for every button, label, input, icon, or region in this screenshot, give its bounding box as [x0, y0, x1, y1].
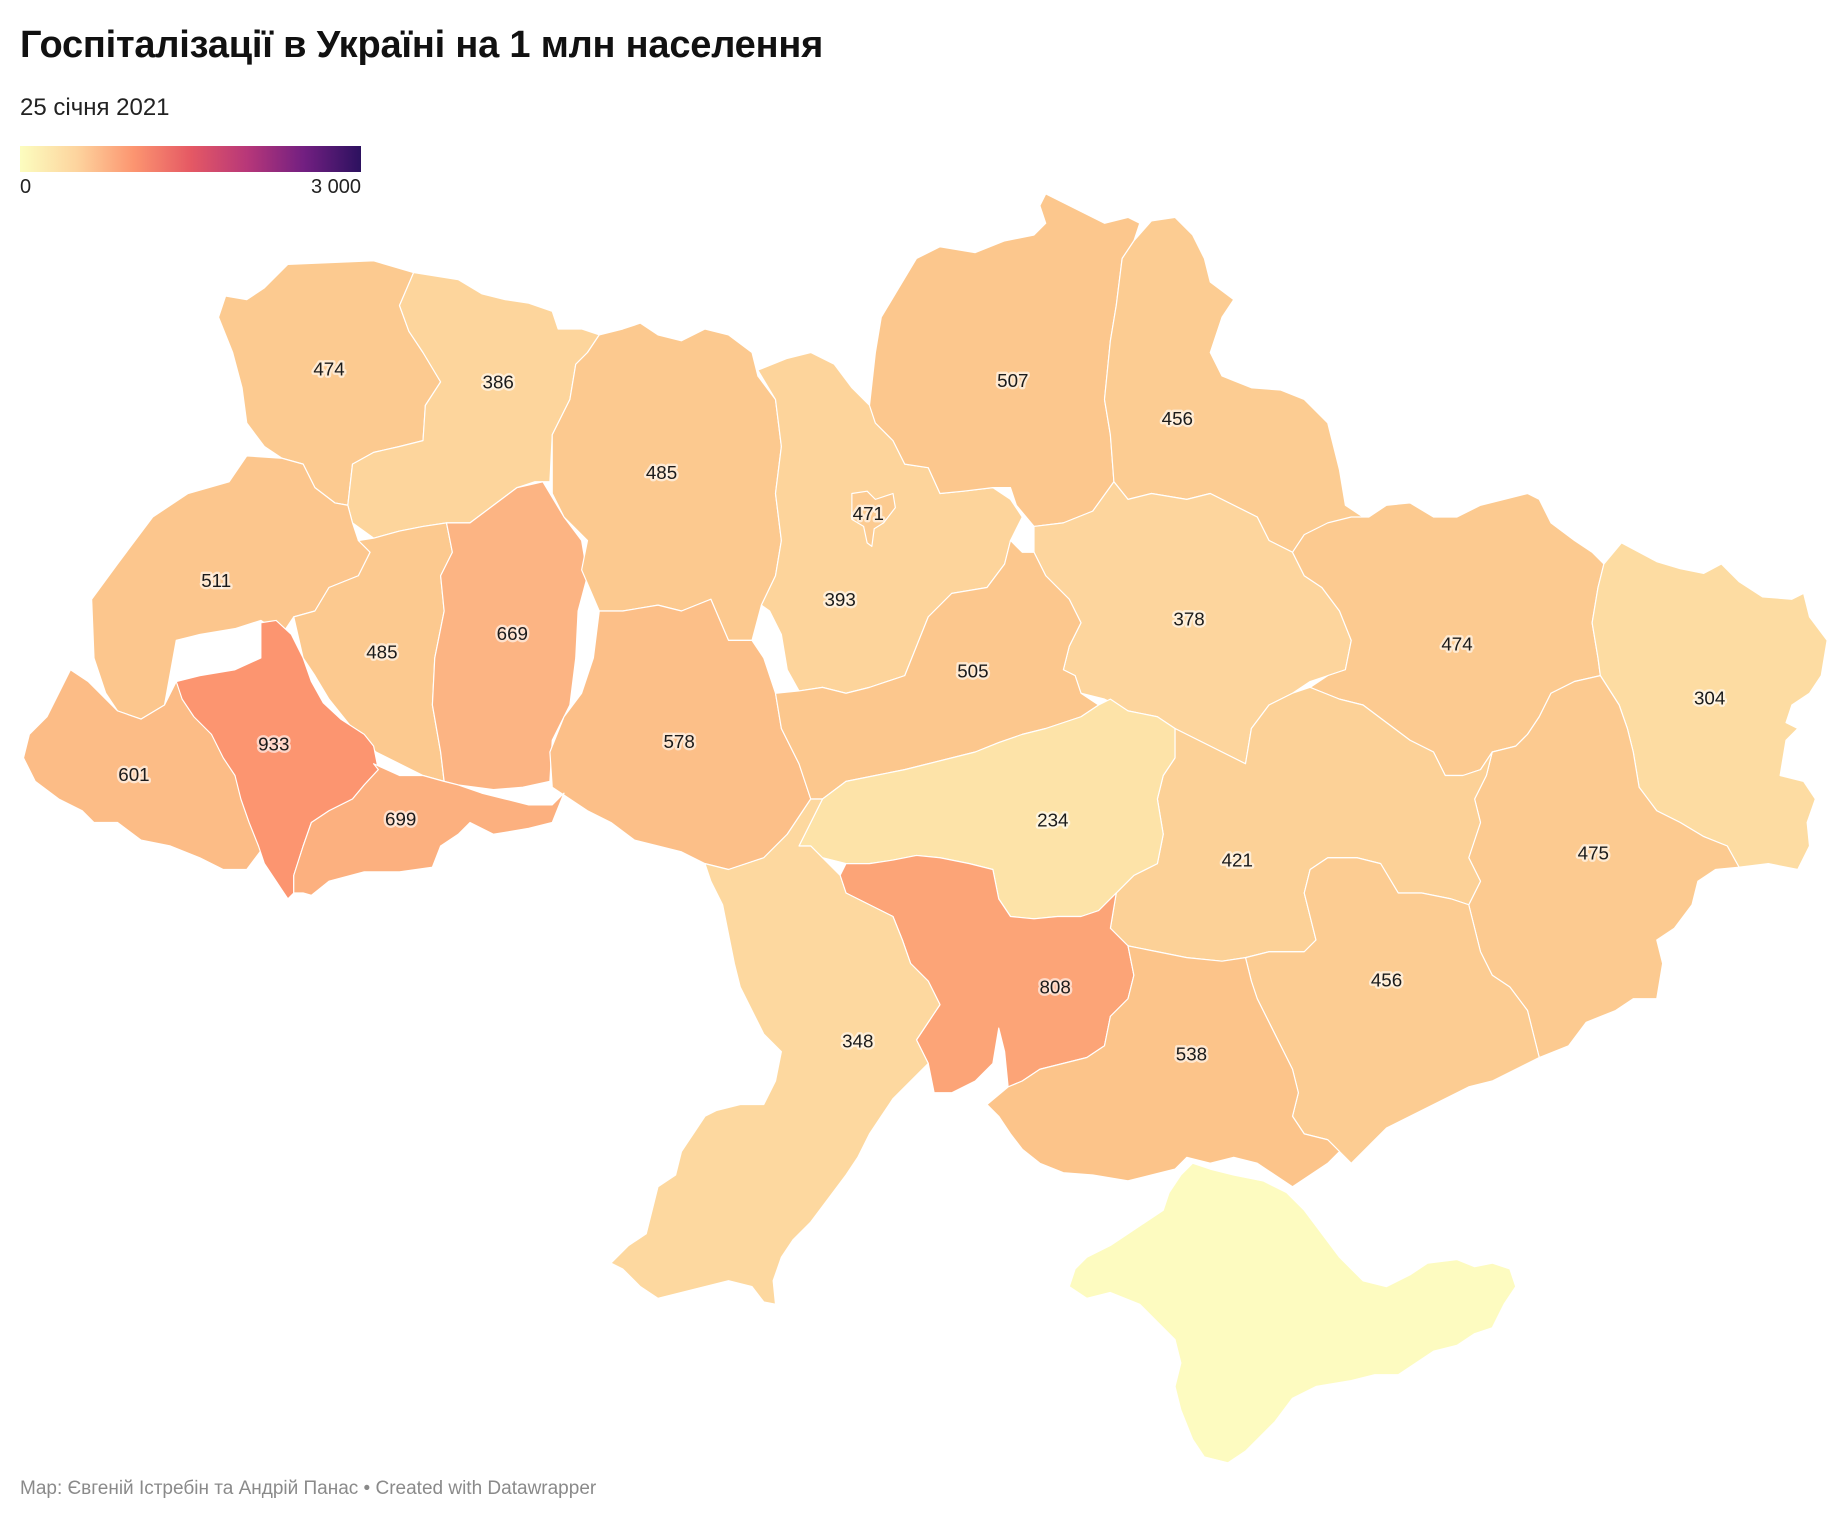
legend-max-label: 3 000: [310, 176, 361, 198]
region-value-label: 304: [1694, 687, 1725, 708]
region-value-label: 511: [201, 570, 231, 591]
region-value-label: 538: [1176, 1043, 1207, 1064]
region-value-label: 475: [1578, 843, 1609, 864]
region-value-label: 485: [366, 642, 397, 663]
region-kyiv-city[interactable]: [851, 490, 896, 547]
chart-title: Госпіталізації в Україні на 1 млн населе…: [20, 24, 824, 66]
region-value-label: 578: [663, 731, 694, 752]
region-chernivtsi[interactable]: [293, 763, 565, 896]
color-legend: 0 3 000: [20, 146, 361, 199]
region-value-label: 669: [497, 623, 528, 644]
region-value-label: 505: [957, 660, 988, 681]
region-value-label: 456: [1371, 969, 1402, 990]
region-odesa[interactable]: [610, 798, 941, 1305]
value-labels: 474 386 511 485 669 485 393 471 507 456 378 474 304 5…: [116, 356, 1728, 1067]
region-value-label: 378: [1173, 609, 1204, 630]
region-value-label: 471: [853, 503, 884, 524]
legend-min-label: 0: [20, 176, 32, 198]
region-value-label: 808: [1039, 976, 1070, 997]
region-value-label: 234: [1037, 810, 1068, 831]
region-value-label: 421: [1222, 850, 1253, 871]
region-value-label: 474: [1441, 633, 1472, 654]
region-value-label: 601: [118, 764, 149, 785]
region-value-label: 348: [842, 1031, 873, 1052]
region-value-label: 485: [646, 462, 677, 483]
region-value-label: 699: [385, 808, 416, 829]
region-lviv[interactable]: [91, 455, 371, 720]
region-value-label: 507: [997, 370, 1028, 391]
legend-gradient-bar: [20, 146, 361, 172]
region-value-label: 393: [824, 589, 855, 610]
credits-footer: Map: Євгеній Істребін та Андрій Панас • …: [20, 1478, 597, 1499]
region-value-label: 933: [258, 733, 289, 754]
region-crimea[interactable]: [1068, 1162, 1517, 1464]
region-value-label: 386: [483, 371, 514, 392]
region-value-label: 456: [1162, 408, 1193, 429]
region-value-label: 474: [313, 358, 344, 379]
chart-subtitle: 25 січня 2021: [20, 94, 170, 121]
region-kherson[interactable]: [986, 945, 1341, 1188]
